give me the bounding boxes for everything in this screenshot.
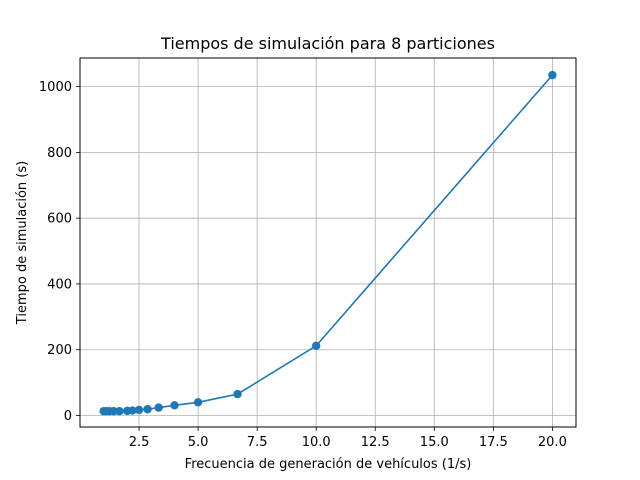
x-tick-label: 12.5 <box>361 435 390 450</box>
data-point <box>193 398 203 407</box>
x-tick-label: 15.0 <box>420 435 449 450</box>
data-point <box>115 407 124 416</box>
series <box>99 70 557 416</box>
data-point <box>128 406 137 415</box>
data-point <box>233 389 242 399</box>
axes-ticks: 2.5 5.0 7.5 10.0 12.5 15.0 17.5 20.0 0 200 400 600 8… <box>39 80 567 450</box>
y-tick-label: 200 <box>47 343 72 358</box>
grid <box>80 58 576 427</box>
data-point <box>311 341 321 350</box>
x-tick-label: 17.5 <box>479 435 508 450</box>
x-tick-label: 20.0 <box>538 435 567 450</box>
y-tick-label: 400 <box>47 277 72 292</box>
y-tick-label: 800 <box>47 146 72 161</box>
chart-title: Tiempos de simulación para 8 particiones <box>160 34 495 53</box>
data-point <box>134 405 144 415</box>
y-tick-label: 0 <box>64 409 72 424</box>
data-point <box>548 70 557 80</box>
y-axis-label: Tiempo de simulación (s) <box>15 161 30 325</box>
x-tick-label: 7.5 <box>247 435 268 450</box>
y-tick-label: 600 <box>47 212 72 227</box>
x-tick-label: 10.0 <box>302 435 331 450</box>
data-point <box>154 403 163 412</box>
y-tick-label: 1000 <box>39 80 72 95</box>
data-point <box>170 401 179 410</box>
x-tick-label: 5.0 <box>188 435 209 450</box>
x-tick-label: 2.5 <box>129 435 150 450</box>
plot-frame <box>79 57 577 428</box>
data-point <box>143 405 152 414</box>
x-axis-label: Frecuencia de generación de vehículos (1… <box>185 457 472 472</box>
